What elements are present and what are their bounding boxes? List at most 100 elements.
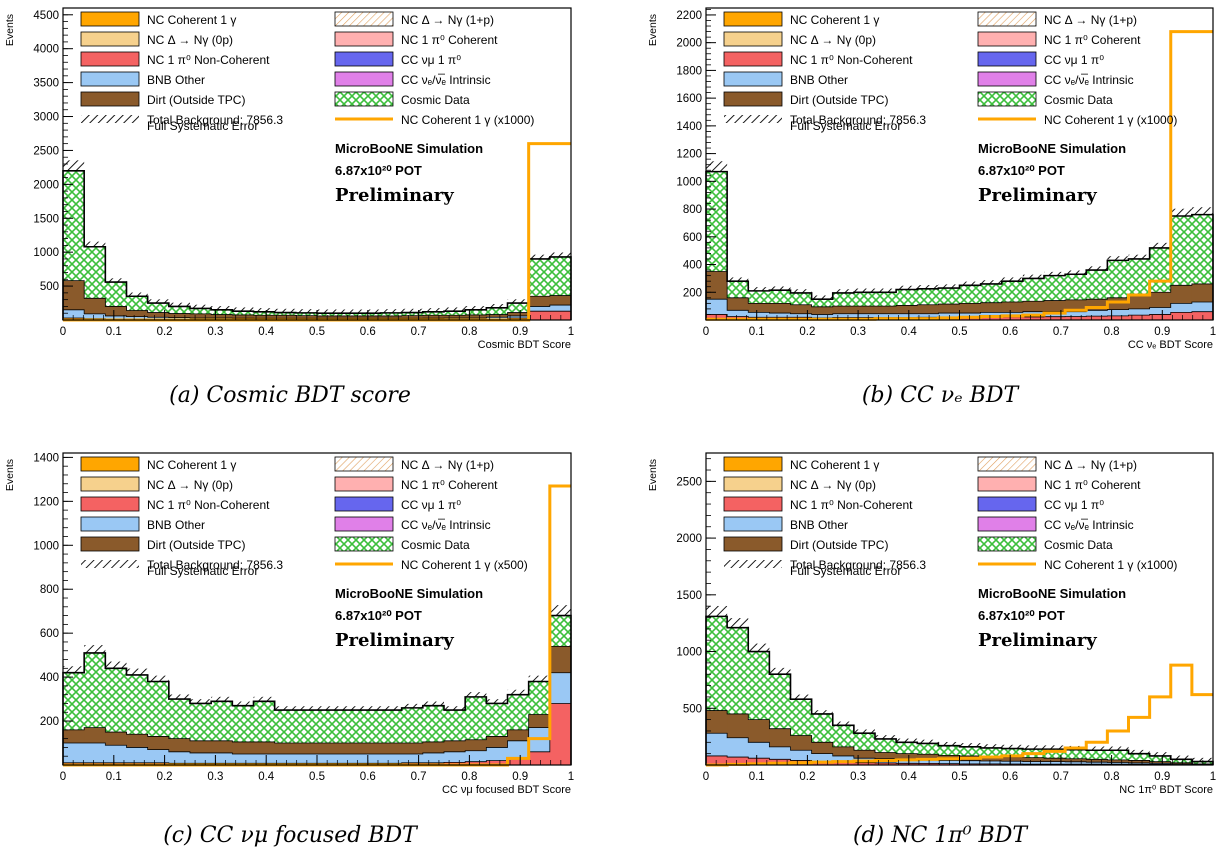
error-band	[875, 288, 897, 293]
legend-entry: Total Background: 7856.3	[81, 558, 283, 572]
nc1pi0-bar	[980, 317, 1003, 320]
legend-entry: CC νₑ/ν̅ₑ Intrinsic	[334, 516, 491, 532]
y-axis-label: Events	[647, 459, 659, 491]
bnb-bar	[147, 749, 170, 765]
legend-swatch	[80, 496, 140, 512]
y-tick-label: 1500	[676, 590, 702, 602]
cosmic-bar	[1170, 759, 1193, 765]
y-tick-label: 800	[683, 204, 702, 216]
error-band	[832, 721, 854, 726]
legend-swatch	[723, 71, 783, 87]
error-band	[295, 309, 317, 313]
y-tick-label: 1000	[33, 540, 59, 552]
legend-label: NC 1 π⁰ Coherent	[1044, 478, 1141, 492]
x-tick-label: 1	[1210, 771, 1216, 783]
legend-label: NC Coherent 1 γ (x1000)	[1044, 558, 1177, 572]
x-tick-label: 0.8	[461, 771, 477, 783]
legend-swatch	[80, 516, 140, 532]
legend-entry: Cosmic Data	[334, 536, 470, 552]
bnb-bar	[748, 312, 770, 320]
dirt-bar	[253, 315, 276, 320]
legend-label: CC νμ 1 π⁰	[1044, 53, 1104, 67]
nc1pi0-bar	[706, 755, 728, 765]
panel-caption: (b) CC νₑ BDT	[862, 383, 1021, 408]
y-tick-label: 200	[683, 287, 702, 299]
error-band	[84, 241, 106, 247]
dirt-bar-outline	[62, 280, 572, 320]
bnb-bar	[769, 313, 791, 320]
error-band	[1149, 242, 1171, 248]
x-tick-label: 0.3	[207, 771, 223, 783]
bnb-bar	[105, 315, 127, 320]
error-band	[1065, 270, 1087, 275]
x-tick-label: 0.7	[1053, 771, 1069, 783]
bnb-bar	[1107, 762, 1129, 765]
y-tick-label: 1000	[676, 176, 702, 188]
error-band	[896, 738, 918, 743]
legend-entry: BNB Other	[723, 516, 848, 532]
legend-entry: NC 1 π⁰ Non-Coherent	[80, 51, 270, 67]
error-band	[338, 706, 360, 711]
legend-swatch	[723, 456, 783, 472]
x-tick-label: 0.7	[411, 771, 427, 783]
bnb-bar	[359, 754, 381, 765]
y-tick-label: 600	[40, 628, 59, 640]
legend-entry: Full Systematic Error	[147, 564, 258, 578]
y-tick-label: 1600	[676, 93, 702, 105]
nc1pi0-bar	[1170, 312, 1193, 320]
legend-label: Cosmic Data	[1044, 93, 1113, 107]
bnb-bar	[274, 754, 297, 765]
x-tick-label: 0.9	[512, 771, 528, 783]
bnb-bar	[380, 754, 403, 765]
y-tick-label: 1200	[676, 149, 702, 161]
annotation-pot: 6.87x10²⁰ POT	[978, 163, 1065, 178]
x-tick-label: 0.3	[850, 326, 866, 338]
x-tick-label: 0.5	[952, 771, 968, 783]
annotation-pot: 6.87x10²⁰ POT	[335, 163, 422, 178]
legend-swatch	[334, 536, 394, 552]
error-band	[401, 308, 423, 313]
error-band	[444, 307, 466, 312]
legend-label: NC 1 π⁰ Coherent	[401, 478, 498, 492]
x-tick-label: 0.5	[309, 326, 325, 338]
legend-swatch	[334, 516, 394, 532]
legend-label: BNB Other	[147, 518, 205, 532]
error-band	[465, 692, 487, 697]
y-tick-label: 4500	[33, 10, 59, 22]
dirt-bar	[211, 314, 233, 320]
bnb-bar	[295, 754, 318, 765]
x-tick-label: 0.4	[258, 771, 275, 783]
x-tick-label: 0.1	[749, 771, 765, 783]
legend-entry: NC Coherent 1 γ (x1000)	[978, 113, 1177, 127]
x-tick-label: 0.5	[952, 326, 968, 338]
y-tick-label: 1800	[676, 65, 702, 77]
error-band	[748, 287, 770, 291]
legend-label: BNB Other	[790, 518, 848, 532]
x-tick-label: 0.9	[1154, 771, 1170, 783]
legend-swatch	[723, 536, 783, 552]
error-band	[980, 280, 1002, 284]
error-band	[232, 701, 254, 706]
dirt-bar	[168, 313, 191, 320]
annotation-title: MicroBooNE Simulation	[978, 586, 1126, 601]
error-band	[422, 701, 444, 706]
legend-label: CC νμ 1 π⁰	[1044, 498, 1104, 512]
legend-label: NC 1 π⁰ Non-Coherent	[147, 53, 270, 67]
bnb-bar	[84, 743, 106, 765]
x-tick-label: 0.4	[901, 326, 918, 338]
bnb-bar	[317, 754, 339, 765]
x-tick-label: 1	[1210, 326, 1216, 338]
y-tick-label: 2000	[676, 533, 702, 545]
legend-entry: NC Coherent 1 γ (x1000)	[335, 113, 534, 127]
legend-label: Full Systematic Error	[147, 119, 258, 133]
bnb-bar	[1086, 762, 1108, 765]
error-band	[1191, 757, 1213, 762]
error-band	[63, 160, 85, 171]
legend-entry: NC Δ → Nγ (0p)	[723, 476, 876, 492]
x-tick-label: 1	[568, 771, 574, 783]
y-tick-label: 1400	[676, 121, 702, 133]
legend-entry: Full Systematic Error	[790, 564, 901, 578]
error-band	[875, 735, 897, 739]
legend-swatch	[334, 496, 394, 512]
legend-swatch	[334, 51, 394, 67]
